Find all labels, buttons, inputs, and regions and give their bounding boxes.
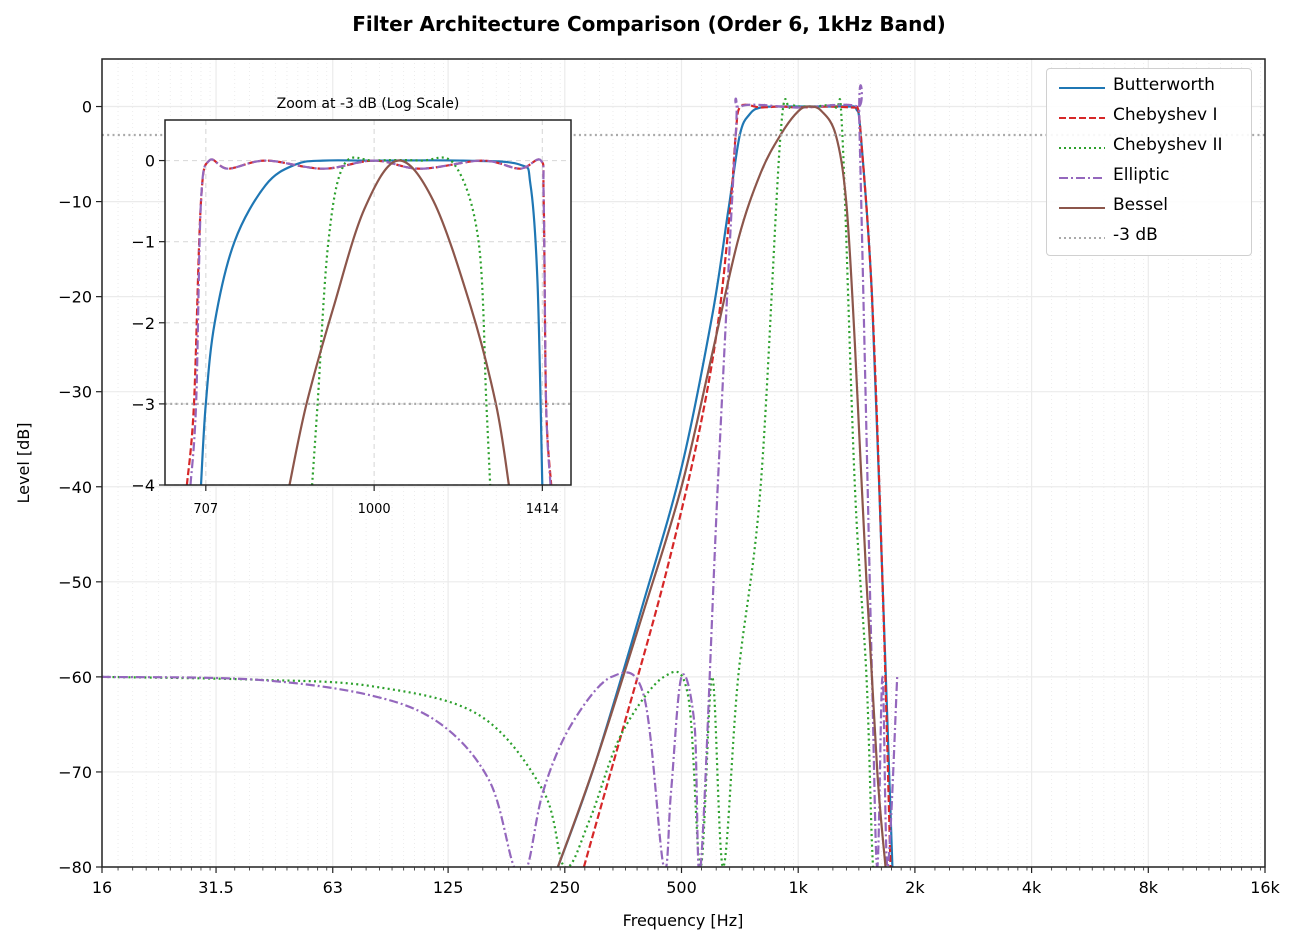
x-tick-label: 31.5 bbox=[198, 878, 234, 897]
x-axis-label: Frequency [Hz] bbox=[623, 911, 744, 930]
y-tick-label: −80 bbox=[58, 858, 92, 877]
y-tick-label: −1 bbox=[131, 233, 155, 252]
x-tick-label: 1k bbox=[788, 878, 808, 897]
y-tick-label: −20 bbox=[58, 288, 92, 307]
legend: Butterworth Chebyshev I Chebyshev II Ell… bbox=[1046, 68, 1252, 256]
x-tick-label: 16k bbox=[1250, 878, 1280, 897]
y-tick-label: −30 bbox=[58, 383, 92, 402]
series-bessel bbox=[288, 159, 510, 485]
series-butterworth bbox=[199, 159, 544, 485]
x-tick-label: 707 bbox=[193, 502, 218, 517]
x-tick-label: 250 bbox=[550, 878, 581, 897]
legend-item-butterworth: Butterworth bbox=[1059, 75, 1215, 95]
series-chebyshev-ii bbox=[102, 97, 881, 867]
y-tick-label: −50 bbox=[58, 573, 92, 592]
x-tick-label: 1414 bbox=[526, 502, 559, 517]
x-tick-label: 125 bbox=[433, 878, 464, 897]
inset-axes: 707 1000 1414 0 −1 −2 −3 −4 bbox=[131, 119, 572, 517]
series-elliptic bbox=[189, 158, 552, 485]
chart-title: Filter Architecture Comparison (Order 6,… bbox=[352, 12, 946, 36]
x-tick-label: 1000 bbox=[358, 502, 391, 517]
x-tick-label: 2k bbox=[905, 878, 925, 897]
legend-item-elliptic: Elliptic bbox=[1059, 165, 1170, 185]
x-tick-label: 16 bbox=[92, 878, 112, 897]
y-tick-label: −4 bbox=[131, 476, 155, 495]
legend-item-chebyshev-2: Chebyshev II bbox=[1059, 135, 1223, 155]
x-tick-label: 63 bbox=[323, 878, 343, 897]
y-tick-label: 0 bbox=[82, 98, 92, 117]
y-tick-label: −60 bbox=[58, 668, 92, 687]
legend-item-chebyshev-1: Chebyshev I bbox=[1059, 105, 1218, 125]
x-tick-label: 500 bbox=[666, 878, 697, 897]
series-chebyshev-i bbox=[582, 103, 892, 867]
y-tick-label: −70 bbox=[58, 763, 92, 782]
y-tick-label: −2 bbox=[131, 314, 155, 333]
y-tick-label: −3 bbox=[131, 395, 155, 414]
y-axis-label: Level [dB] bbox=[14, 423, 33, 504]
series-bessel bbox=[556, 105, 887, 867]
y-tick-label: 0 bbox=[145, 152, 155, 171]
legend-item-bessel: Bessel bbox=[1059, 195, 1169, 215]
x-tick-label: 8k bbox=[1139, 878, 1159, 897]
y-tick-label: −10 bbox=[58, 193, 92, 212]
y-tick-label: −40 bbox=[58, 478, 92, 497]
legend-item-minus-3db: -3 dB bbox=[1059, 225, 1158, 245]
x-tick-label: 4k bbox=[1022, 878, 1042, 897]
inset-title: Zoom at -3 dB (Log Scale) bbox=[277, 96, 460, 112]
